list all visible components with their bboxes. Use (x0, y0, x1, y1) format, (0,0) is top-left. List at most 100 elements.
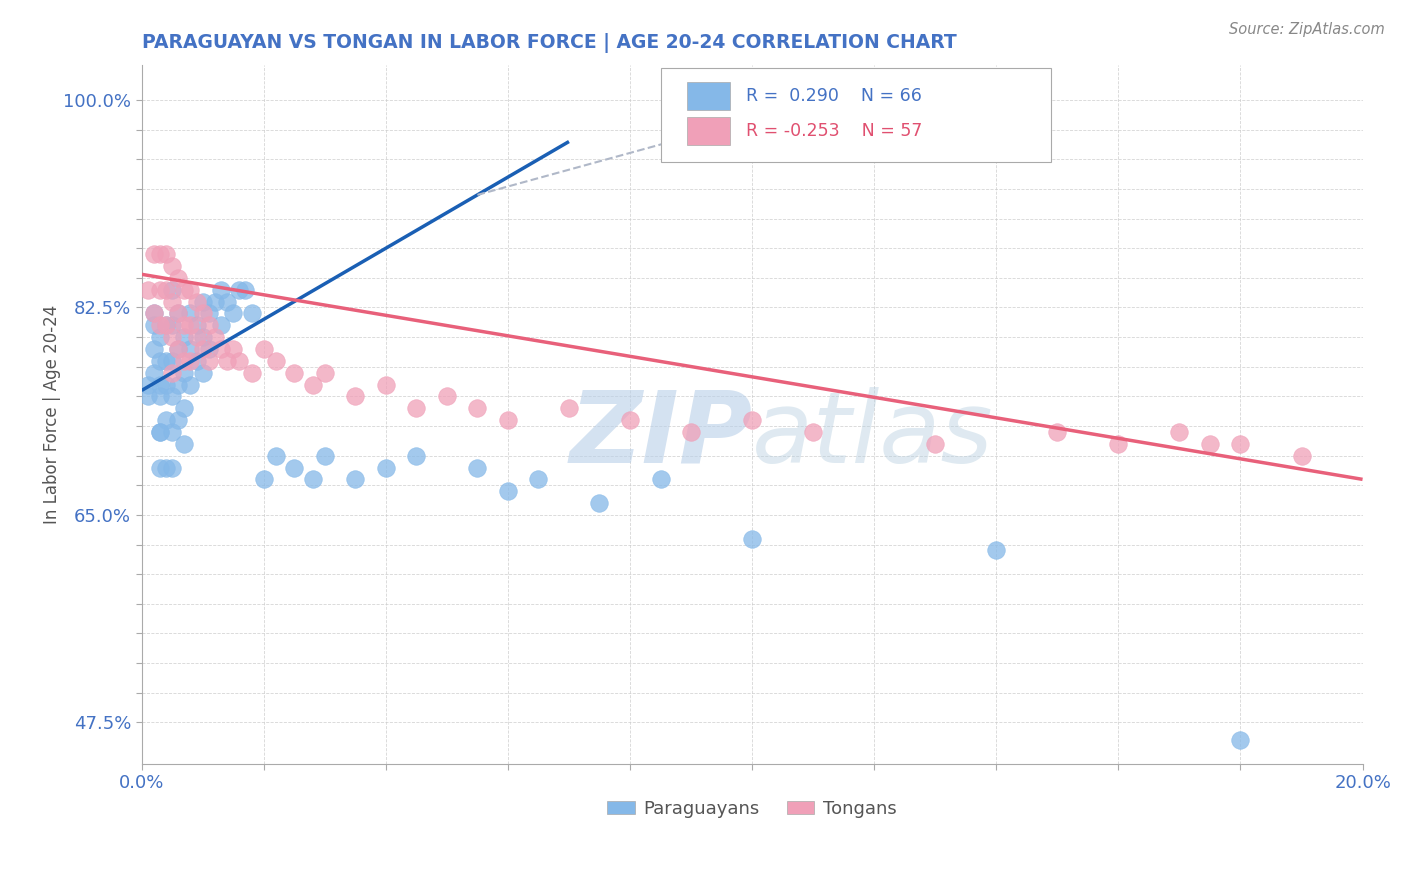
Point (167, 413, 190, 427)
Point (801, 425, 824, 439)
Point (186, 318, 208, 333)
FancyBboxPatch shape (661, 68, 1052, 162)
Point (149, 318, 172, 333)
Point (167, 342, 190, 356)
Point (467, 460, 489, 475)
Point (228, 283, 250, 297)
Point (149, 247, 172, 261)
Point (558, 401, 581, 416)
Point (1229, 733, 1251, 747)
Point (167, 342, 190, 356)
Point (253, 472, 276, 486)
Point (405, 401, 427, 416)
Point (209, 283, 232, 297)
Point (160, 460, 183, 475)
Point (924, 437, 946, 451)
Text: R = -0.253    N = 57: R = -0.253 N = 57 (747, 122, 922, 140)
Legend: Paraguayans, Tongans: Paraguayans, Tongans (600, 792, 904, 825)
Bar (688, 82, 730, 110)
Point (186, 294, 208, 309)
Point (527, 472, 550, 486)
Point (209, 318, 232, 333)
Point (344, 472, 367, 486)
Point (467, 401, 489, 416)
Text: atlas: atlas (752, 386, 994, 483)
Point (155, 377, 177, 392)
Point (179, 283, 201, 297)
Point (1229, 437, 1251, 451)
Point (198, 318, 221, 333)
Point (160, 330, 183, 344)
Text: R =  0.290    N = 66: R = 0.290 N = 66 (747, 87, 922, 105)
Point (283, 366, 305, 380)
Point (142, 318, 165, 333)
Point (198, 306, 221, 320)
Point (283, 460, 305, 475)
Point (149, 460, 172, 475)
Point (301, 377, 323, 392)
Point (405, 449, 427, 463)
Point (155, 318, 177, 333)
Point (264, 449, 287, 463)
Point (301, 472, 323, 486)
Point (217, 294, 239, 309)
Point (179, 377, 201, 392)
Point (253, 342, 276, 356)
Point (155, 354, 177, 368)
Point (198, 354, 221, 368)
Point (314, 449, 336, 463)
Point (741, 413, 763, 427)
Point (160, 425, 183, 439)
Point (191, 330, 214, 344)
Point (374, 460, 396, 475)
Point (240, 366, 263, 380)
Y-axis label: In Labor Force | Age 20-24: In Labor Force | Age 20-24 (44, 304, 60, 524)
Point (217, 354, 239, 368)
Point (160, 318, 183, 333)
Point (173, 330, 195, 344)
Point (149, 283, 172, 297)
Point (240, 306, 263, 320)
Point (142, 247, 165, 261)
Point (186, 330, 208, 344)
Point (1046, 425, 1069, 439)
Point (142, 306, 165, 320)
Point (155, 460, 177, 475)
Point (191, 366, 214, 380)
Point (986, 543, 1008, 558)
Point (496, 484, 519, 499)
Point (173, 318, 195, 333)
Point (142, 366, 165, 380)
Point (136, 283, 159, 297)
Point (142, 306, 165, 320)
Point (374, 377, 396, 392)
Point (314, 366, 336, 380)
Point (191, 306, 214, 320)
Point (155, 247, 177, 261)
Point (142, 342, 165, 356)
Point (588, 496, 610, 510)
Point (204, 294, 226, 309)
Point (186, 354, 208, 368)
Point (173, 401, 195, 416)
Point (222, 342, 245, 356)
Text: PARAGUAYAN VS TONGAN IN LABOR FORCE | AGE 20-24 CORRELATION CHART: PARAGUAYAN VS TONGAN IN LABOR FORCE | AG… (142, 33, 956, 53)
Text: Source: ZipAtlas.com: Source: ZipAtlas.com (1229, 22, 1385, 37)
Point (1199, 437, 1222, 451)
Point (198, 342, 221, 356)
Point (1168, 425, 1191, 439)
Point (160, 259, 183, 273)
Point (173, 437, 195, 451)
Point (149, 377, 172, 392)
Point (160, 294, 183, 309)
Point (173, 283, 195, 297)
Point (136, 389, 159, 403)
Text: ZIP: ZIP (569, 386, 752, 483)
Point (209, 342, 232, 356)
Point (167, 306, 190, 320)
Point (436, 389, 458, 403)
Point (160, 283, 183, 297)
Point (155, 283, 177, 297)
Point (149, 330, 172, 344)
Point (650, 472, 672, 486)
